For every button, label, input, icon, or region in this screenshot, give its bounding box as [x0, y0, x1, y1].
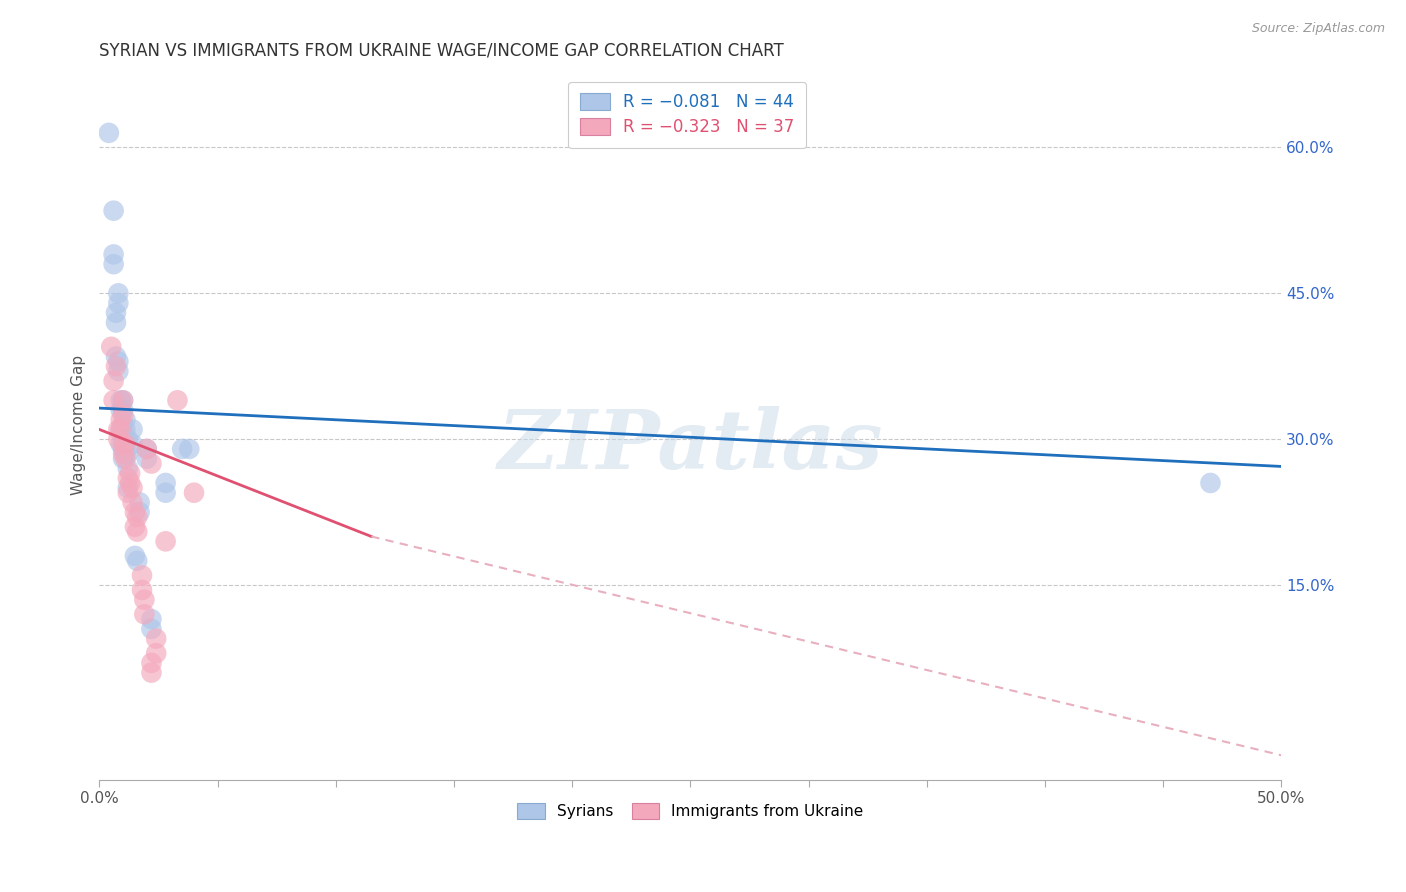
Point — [104, 316, 127, 330]
Point — [107, 296, 129, 310]
Point — [135, 451, 157, 466]
Point — [117, 481, 139, 495]
Point — [112, 437, 135, 451]
Point — [128, 505, 150, 519]
Point — [107, 354, 129, 368]
Point — [183, 485, 205, 500]
Point — [124, 520, 146, 534]
Point — [107, 432, 129, 446]
Point — [114, 451, 136, 466]
Text: SYRIAN VS IMMIGRANTS FROM UKRAINE WAGE/INCOME GAP CORRELATION CHART: SYRIAN VS IMMIGRANTS FROM UKRAINE WAGE/I… — [100, 42, 785, 60]
Point — [104, 350, 127, 364]
Point — [110, 422, 132, 436]
Point — [104, 359, 127, 374]
Point — [117, 471, 139, 485]
Point — [112, 442, 135, 456]
Point — [103, 374, 125, 388]
Point — [141, 665, 163, 680]
Point — [121, 495, 143, 509]
Point — [110, 403, 132, 417]
Point — [103, 203, 125, 218]
Point — [155, 534, 177, 549]
Point — [131, 568, 153, 582]
Point — [121, 481, 143, 495]
Point — [127, 510, 149, 524]
Point — [120, 467, 142, 481]
Point — [112, 417, 135, 432]
Text: Source: ZipAtlas.com: Source: ZipAtlas.com — [1251, 22, 1385, 36]
Point — [135, 442, 157, 456]
Point — [114, 437, 136, 451]
Point — [112, 451, 135, 466]
Point — [128, 495, 150, 509]
Point — [107, 286, 129, 301]
Point — [112, 403, 135, 417]
Point — [107, 364, 129, 378]
Point — [124, 505, 146, 519]
Point — [131, 582, 153, 597]
Y-axis label: Wage/Income Gap: Wage/Income Gap — [72, 354, 86, 495]
Point — [179, 442, 201, 456]
Point — [114, 413, 136, 427]
Point — [134, 607, 156, 622]
Point — [155, 485, 177, 500]
Point — [141, 656, 163, 670]
Text: ZIPatlas: ZIPatlas — [498, 406, 883, 486]
Point — [112, 408, 135, 422]
Point — [112, 447, 135, 461]
Point — [120, 475, 142, 490]
Point — [141, 612, 163, 626]
Point — [134, 592, 156, 607]
Point — [117, 432, 139, 446]
Point — [104, 306, 127, 320]
Point — [121, 422, 143, 436]
Point — [97, 126, 120, 140]
Point — [110, 437, 132, 451]
Point — [100, 340, 122, 354]
Point — [124, 549, 146, 563]
Point — [103, 247, 125, 261]
Point — [141, 457, 163, 471]
Point — [121, 437, 143, 451]
Point — [107, 422, 129, 436]
Legend: Syrians, Immigrants from Ukraine: Syrians, Immigrants from Ukraine — [512, 797, 870, 825]
Point — [103, 393, 125, 408]
Point — [127, 524, 149, 539]
Point — [145, 632, 167, 646]
Point — [112, 427, 135, 442]
Point — [110, 413, 132, 427]
Point — [135, 442, 157, 456]
Point — [112, 393, 135, 408]
Point — [112, 393, 135, 408]
Point — [166, 393, 188, 408]
Point — [172, 442, 194, 456]
Point — [1199, 475, 1222, 490]
Point — [103, 257, 125, 271]
Point — [114, 422, 136, 436]
Point — [117, 485, 139, 500]
Point — [117, 447, 139, 461]
Point — [145, 646, 167, 660]
Point — [155, 475, 177, 490]
Point — [127, 554, 149, 568]
Point — [114, 447, 136, 461]
Point — [110, 422, 132, 436]
Point — [114, 437, 136, 451]
Point — [110, 393, 132, 408]
Point — [141, 622, 163, 636]
Point — [117, 461, 139, 475]
